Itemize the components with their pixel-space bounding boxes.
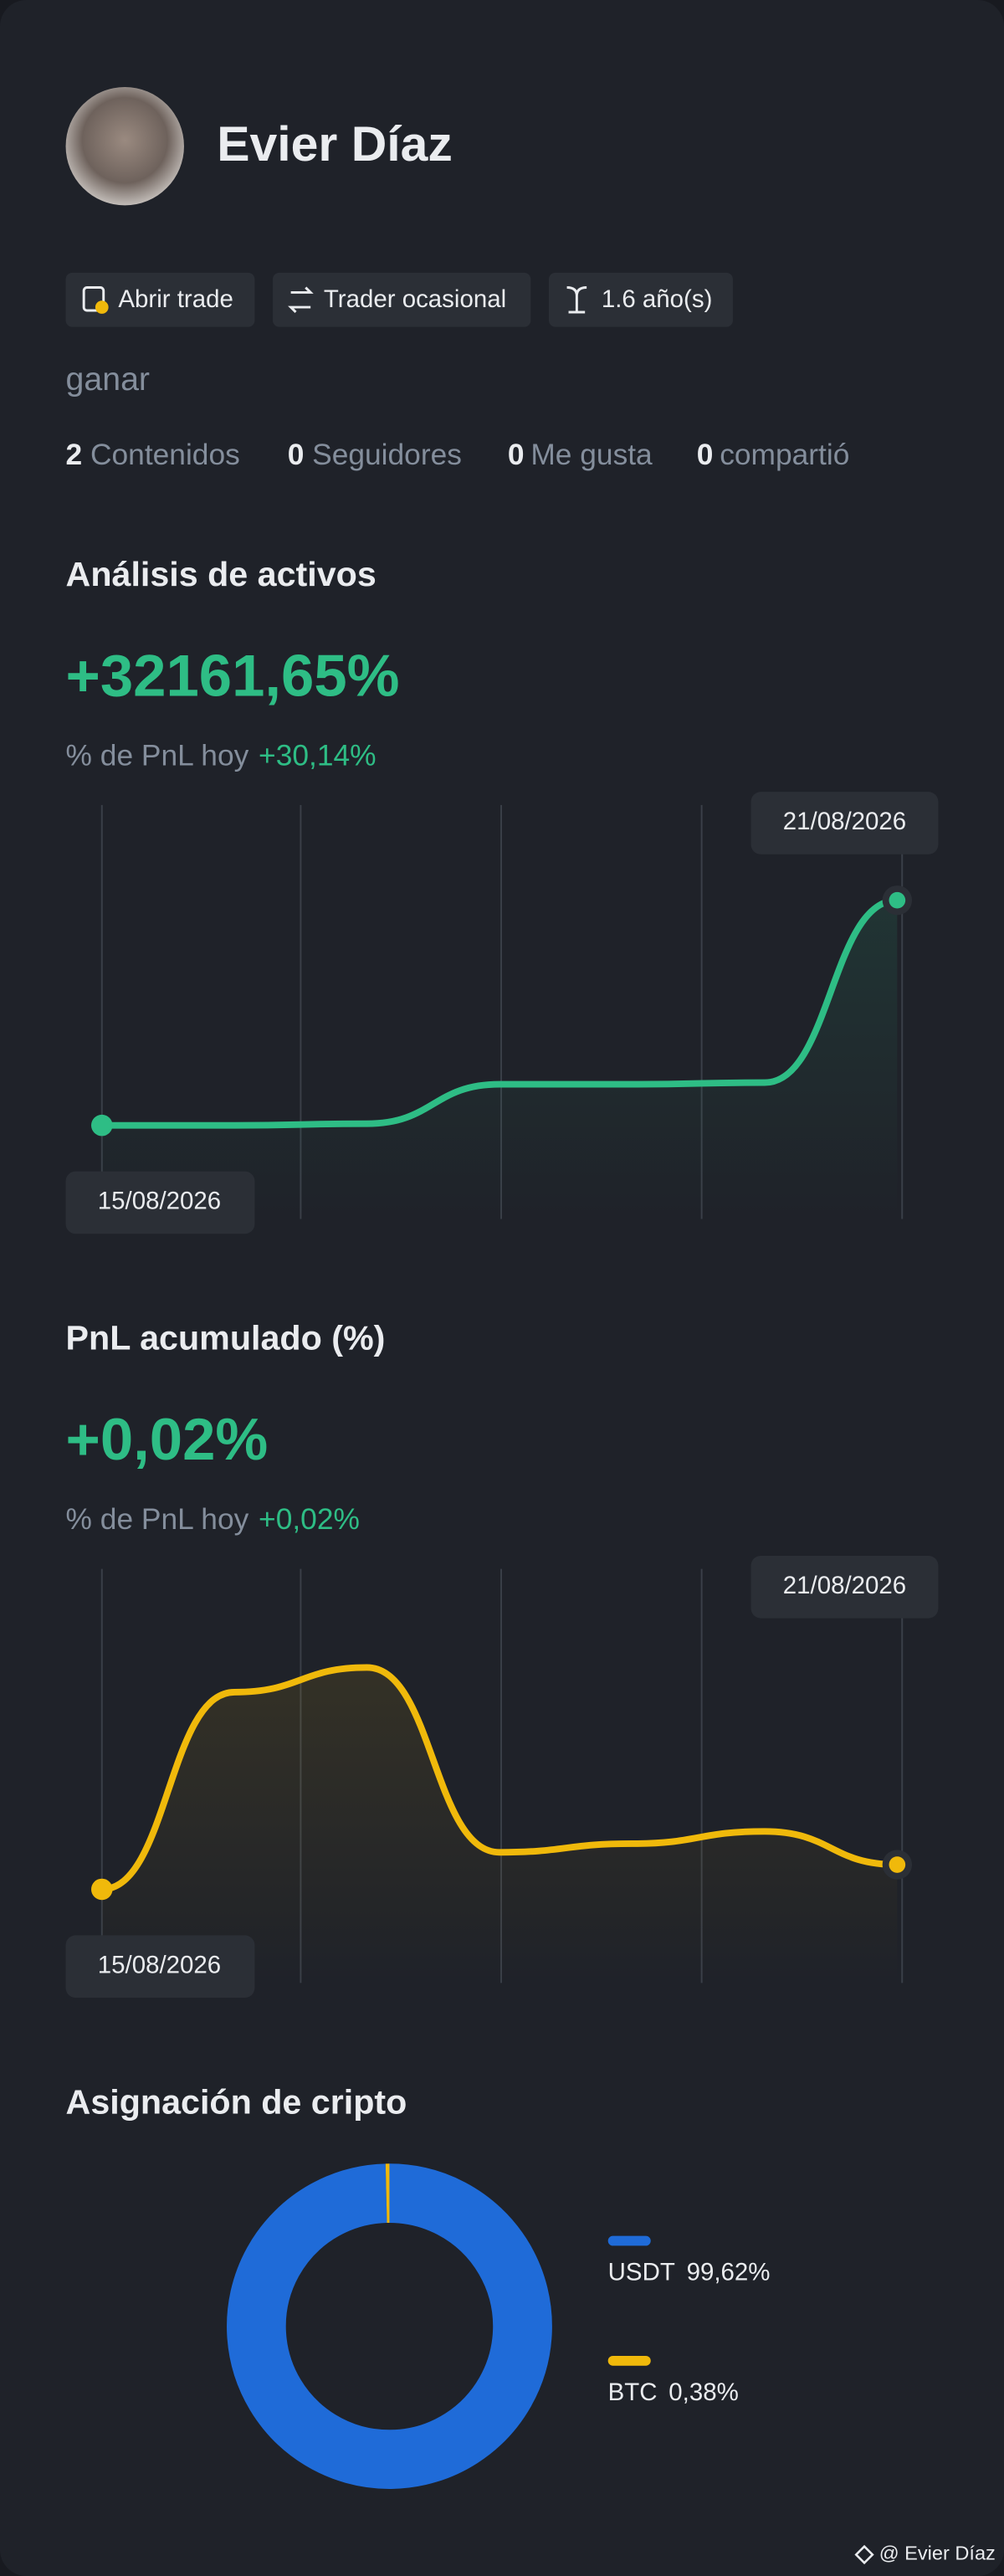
tag-icon (82, 286, 587, 314)
stat-label[interactable]: compartió (720, 439, 849, 471)
headline: +0,02% (66, 1406, 269, 1472)
today-label: % de PnL hoy (66, 1503, 249, 1536)
point (889, 1856, 906, 1873)
user-name: Evier Díaz (217, 117, 453, 172)
footer: @ Evier Díaz (879, 2543, 996, 2564)
legend-label: USDT (608, 2259, 675, 2286)
today-value: +0,02% (259, 1503, 360, 1536)
point (91, 1878, 113, 1901)
section-title: Análisis de activos (66, 555, 376, 593)
donut-slice (226, 2163, 552, 2489)
tag-box (65, 272, 255, 327)
tooltip (750, 792, 939, 854)
tooltip-date: 15/08/2026 (98, 1188, 221, 1215)
legend-label: BTC (608, 2378, 658, 2406)
tag-box (548, 272, 733, 327)
tooltip-date: 21/08/2026 (783, 808, 906, 835)
bio: ganar (66, 361, 150, 398)
stat-value: 0 (288, 439, 305, 471)
section-title: PnL acumulado (%) (66, 1319, 386, 1357)
legend-value: 99,62% (687, 2259, 771, 2286)
point (889, 891, 906, 909)
stat-value: 0 (697, 439, 714, 471)
tooltip (65, 1171, 255, 1234)
tooltip (750, 1555, 939, 1619)
stat-label[interactable]: Seguidores (312, 439, 462, 471)
headline: +32161,65% (66, 642, 400, 708)
stat-value: 0 (508, 439, 525, 471)
line (98, 896, 901, 1129)
tag-label[interactable]: Abrir trade (118, 285, 233, 313)
legend-swatch (607, 2235, 651, 2246)
footer-icon (854, 2544, 874, 2565)
tag-label[interactable]: Trader ocasional (324, 285, 506, 313)
stat-label[interactable]: Contenidos (90, 439, 240, 471)
stat-value: 2 (66, 439, 83, 471)
tag-label[interactable]: 1.6 año(s) (602, 285, 713, 313)
legend-swatch (607, 2355, 651, 2366)
today-value: +30,14% (259, 739, 376, 772)
avatar[interactable] (65, 87, 184, 206)
line-area (101, 900, 898, 1219)
stat-label[interactable]: Me gusta (530, 439, 653, 471)
point (91, 1114, 113, 1137)
tooltip-date: 15/08/2026 (98, 1952, 221, 1979)
legend-value: 0,38% (668, 2378, 738, 2406)
line (98, 1664, 901, 1893)
today-label: % de PnL hoy (66, 739, 249, 772)
tooltip-date: 21/08/2026 (783, 1572, 906, 1599)
line-area (101, 1667, 898, 1983)
tag-box (273, 272, 531, 327)
section-title: Asignación de cripto (66, 2083, 407, 2122)
tooltip (65, 1935, 255, 1999)
